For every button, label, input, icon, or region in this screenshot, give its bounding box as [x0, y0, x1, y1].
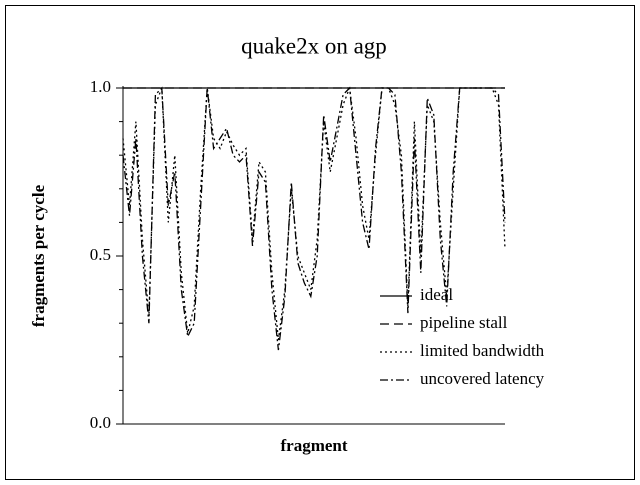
x-axis-label: fragment [280, 436, 347, 455]
y-axis-label: fragments per cycle [29, 184, 48, 327]
legend-label: limited bandwidth [420, 341, 545, 360]
y-tick-label: 1.0 [90, 77, 111, 96]
series-line [122, 87, 506, 341]
y-tick-label: 0.5 [90, 245, 111, 264]
legend-label: uncovered latency [420, 369, 545, 388]
legend-label: ideal [420, 285, 453, 304]
frame [5, 5, 635, 480]
chart-title: quake2x on agp [241, 33, 387, 58]
y-tick-label: 0.0 [90, 413, 111, 432]
series-line [122, 86, 506, 351]
legend-label: pipeline stall [420, 313, 508, 332]
